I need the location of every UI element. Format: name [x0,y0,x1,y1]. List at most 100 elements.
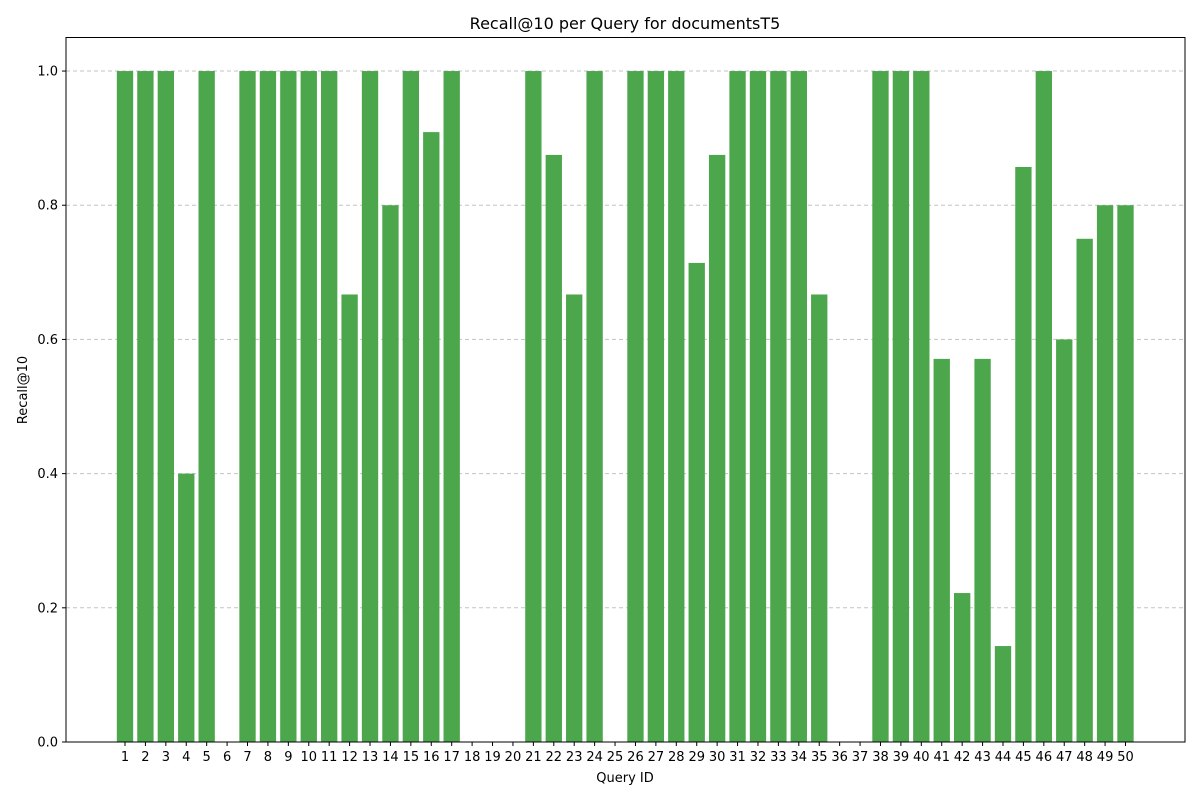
y-tick-label: 0.4 [37,467,58,482]
x-tick-label: 3 [162,750,170,765]
x-tick-label: 4 [182,750,190,765]
x-tick-label: 6 [223,750,231,765]
x-tick-label: 17 [443,750,460,765]
x-tick-label: 48 [1076,750,1093,765]
x-tick-label: 30 [709,750,726,765]
bar-query-14 [382,205,399,742]
bar-query-30 [708,154,726,742]
bar-query-7 [239,71,256,743]
x-tick-label: 33 [770,750,787,765]
bar-query-48 [1076,238,1093,743]
x-tick-label: 15 [403,750,420,765]
x-tick-label: 41 [933,750,950,765]
x-tick-label: 38 [872,750,889,765]
x-tick-label: 46 [1036,750,1053,765]
bar-query-41 [933,358,950,742]
x-tick-label: 8 [264,750,272,765]
x-tick-label: 20 [505,750,522,765]
x-tick-label: 23 [566,750,583,765]
y-tick-label: 0.0 [37,736,58,751]
y-tick-label: 0.6 [37,333,58,348]
y-axis-ticks: 0.0 0.2 0.4 0.6 0.8 1.0 [37,65,66,751]
y-axis-label: Recall@10 [16,356,31,424]
x-tick-label: 43 [974,750,991,765]
bar-query-44 [994,646,1012,742]
x-tick-label: 7 [243,750,251,765]
x-axis-ticks: 1 2 3 4 5 6 7 8 9 10 11 12 13 14 15 16 17 18 19 20 21 22 23 24 2… [121,742,1134,765]
x-tick-label: 45 [1015,750,1032,765]
bar-query-17 [443,71,460,743]
bar-query-29 [688,262,705,742]
bar-query-24 [586,71,603,743]
bar-query-50 [1117,205,1134,742]
y-tick-label: 0.8 [37,199,58,214]
bar-query-45 [1015,166,1032,743]
bar-query-1 [116,71,134,743]
x-axis-label: Query ID [596,771,653,786]
bar-query-40 [913,71,930,743]
x-tick-label: 22 [546,750,563,765]
x-tick-label: 26 [627,750,644,765]
bar-query-43 [974,358,991,742]
x-tick-label: 47 [1056,750,1073,765]
x-tick-label: 39 [893,750,910,765]
bar-query-35 [811,294,828,742]
y-tick-label: 0.2 [37,601,58,616]
bar-query-38 [872,71,889,743]
x-tick-label: 5 [203,750,211,765]
bar-query-26 [627,71,644,743]
x-tick-label: 42 [954,750,971,765]
bar-query-46 [1035,71,1052,743]
x-tick-label: 19 [484,750,501,765]
x-tick-label: 1 [121,750,129,765]
bar-query-42 [953,593,971,742]
bars [116,71,1134,743]
x-tick-label: 14 [382,750,399,765]
x-tick-label: 49 [1097,750,1114,765]
x-tick-label: 40 [913,750,930,765]
plot-frame [65,37,1186,743]
chart-title: Recall@10 per Query for documentsT5 [470,14,781,33]
x-tick-label: 31 [729,750,746,765]
bar-query-34 [790,71,807,743]
x-tick-label: 24 [586,750,603,765]
bar-query-47 [1056,339,1073,742]
bar-query-31 [729,71,746,743]
bar-query-11 [321,71,338,743]
x-tick-label: 29 [688,750,705,765]
x-tick-label: 13 [362,750,379,765]
x-tick-label: 36 [831,750,848,765]
x-tick-label: 12 [341,750,358,765]
x-tick-label: 21 [525,750,542,765]
bar-query-16 [423,132,440,743]
bar-query-12 [341,294,358,742]
bar-query-49 [1096,205,1114,742]
y-tick-label: 1.0 [37,65,58,80]
bar-query-4 [178,473,195,742]
x-tick-label: 35 [811,750,828,765]
bar-query-32 [749,71,767,743]
bar-query-39 [892,71,910,743]
x-tick-label: 27 [648,750,665,765]
x-tick-label: 32 [750,750,767,765]
x-tick-label: 25 [607,750,624,765]
x-tick-label: 18 [464,750,481,765]
bar-query-28 [668,71,685,743]
x-tick-label: 28 [668,750,685,765]
x-tick-label: 2 [141,750,149,765]
bar-query-13 [361,71,379,743]
bar-query-5 [198,71,215,743]
bar-query-8 [259,71,277,743]
bar-query-9 [280,71,297,743]
bar-query-33 [770,71,787,743]
bar-query-21 [525,71,542,743]
bar-query-22 [545,154,562,742]
bar-query-15 [402,71,420,743]
x-tick-label: 16 [423,750,440,765]
bar-query-27 [647,71,665,743]
x-tick-label: 50 [1117,750,1134,765]
x-tick-label: 34 [791,750,808,765]
bar-query-23 [566,294,583,742]
x-tick-label: 11 [321,750,338,765]
x-tick-label: 37 [852,750,869,765]
